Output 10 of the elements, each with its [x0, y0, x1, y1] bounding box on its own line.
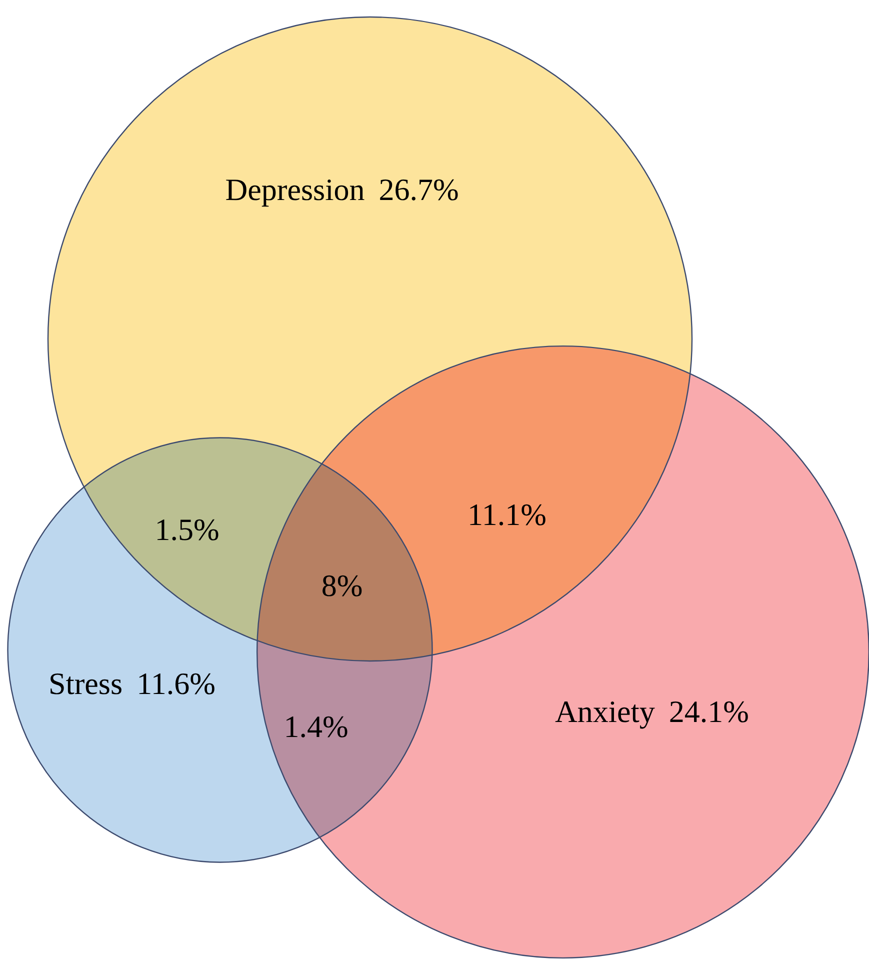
data-label: 11.6% — [136, 666, 216, 701]
data-label: 26.7% — [378, 172, 459, 207]
category-label: Depression — [225, 172, 366, 207]
category-label: Anxiety — [555, 694, 656, 729]
category-label: Stress — [48, 666, 123, 701]
text: 1.4% — [284, 709, 348, 744]
text: 11.1% — [468, 497, 546, 532]
data-label: 24.1% — [668, 694, 749, 729]
text: 8% — [321, 568, 363, 603]
text: 1.5% — [154, 512, 220, 547]
